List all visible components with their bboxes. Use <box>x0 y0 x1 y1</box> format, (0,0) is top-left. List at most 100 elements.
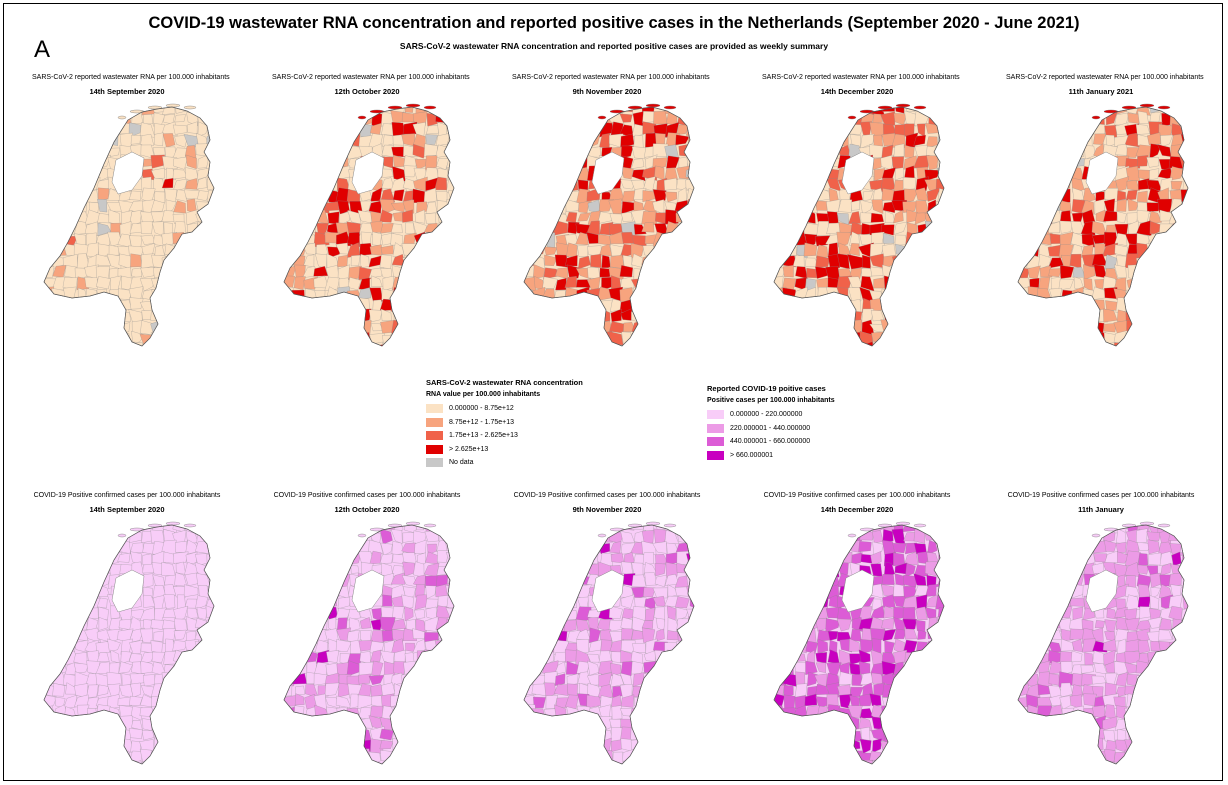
municipality <box>892 265 906 278</box>
municipality <box>32 300 43 311</box>
municipality <box>1025 763 1041 764</box>
municipality <box>65 121 75 137</box>
municipality <box>96 597 108 609</box>
municipality <box>701 133 702 149</box>
municipality <box>794 683 808 698</box>
municipality <box>44 297 56 313</box>
municipality <box>406 619 416 631</box>
municipality <box>675 607 689 621</box>
municipality <box>370 618 383 631</box>
municipality <box>1157 198 1173 213</box>
municipality <box>349 308 361 322</box>
municipality <box>1160 685 1173 698</box>
municipality <box>194 649 208 664</box>
municipality <box>913 321 930 335</box>
wadden-island <box>423 523 437 528</box>
ijsselmeer-lake <box>351 151 385 195</box>
municipality <box>633 717 647 730</box>
municipality <box>284 107 297 114</box>
municipality <box>554 542 569 554</box>
municipality <box>44 563 54 576</box>
municipality <box>524 575 526 586</box>
wadden-island <box>859 527 875 532</box>
municipality <box>1040 157 1053 169</box>
municipality <box>927 751 939 763</box>
municipality <box>194 279 209 292</box>
municipality <box>1072 341 1085 346</box>
municipality <box>774 334 787 346</box>
municipality <box>445 308 454 321</box>
municipality <box>567 574 580 589</box>
municipality <box>882 529 894 544</box>
municipality <box>1018 540 1031 556</box>
municipality <box>782 265 794 278</box>
municipality <box>358 287 371 299</box>
wadden-island <box>117 533 127 538</box>
municipality <box>54 123 67 135</box>
municipality <box>291 298 306 313</box>
municipality <box>272 111 284 125</box>
municipality <box>450 727 454 742</box>
municipality <box>784 586 795 599</box>
municipality <box>804 311 817 325</box>
municipality <box>426 737 438 753</box>
municipality <box>33 133 42 147</box>
municipality <box>143 674 156 687</box>
municipality <box>32 166 42 181</box>
municipality <box>575 342 591 346</box>
municipality <box>325 584 340 598</box>
municipality <box>1191 124 1196 137</box>
municipality <box>1027 738 1042 752</box>
wadden-island <box>627 105 643 110</box>
municipality <box>303 739 319 752</box>
municipality <box>774 221 786 236</box>
municipality <box>185 661 199 675</box>
municipality <box>542 750 557 764</box>
municipality <box>1028 343 1041 346</box>
municipality <box>75 165 90 179</box>
municipality <box>882 684 897 698</box>
municipality <box>51 343 68 346</box>
municipality <box>284 134 285 148</box>
municipality <box>654 730 666 742</box>
municipality <box>458 276 462 291</box>
municipality <box>654 752 669 764</box>
municipality <box>685 565 694 576</box>
municipality <box>337 748 352 764</box>
municipality <box>512 234 524 245</box>
municipality <box>815 727 829 739</box>
municipality <box>1038 749 1050 764</box>
municipality <box>700 541 702 555</box>
municipality <box>44 663 45 676</box>
case-map-panel: COVID-19 Positive confirmed cases per 10… <box>762 492 952 782</box>
municipality <box>425 330 437 346</box>
municipality <box>272 310 283 324</box>
municipality <box>85 760 101 764</box>
municipality <box>838 242 852 256</box>
municipality <box>524 243 526 258</box>
municipality <box>687 530 694 543</box>
municipality <box>827 320 839 335</box>
municipality <box>1036 551 1052 565</box>
municipality <box>524 187 537 202</box>
municipality <box>303 563 318 578</box>
municipality <box>1006 651 1017 664</box>
municipality <box>880 224 895 236</box>
municipality <box>1191 133 1196 147</box>
municipality <box>129 640 143 655</box>
municipality <box>284 540 297 553</box>
municipality <box>445 242 454 258</box>
municipality <box>205 671 214 687</box>
municipality <box>339 211 352 226</box>
municipality <box>1082 759 1097 764</box>
municipality <box>554 309 568 323</box>
municipality <box>826 551 842 563</box>
municipality <box>1169 166 1185 181</box>
municipality <box>1091 627 1104 642</box>
municipality <box>700 181 703 191</box>
municipality <box>1060 331 1071 346</box>
municipality <box>577 330 588 345</box>
municipality <box>1137 309 1151 325</box>
municipality <box>524 333 526 346</box>
municipality <box>796 298 809 312</box>
